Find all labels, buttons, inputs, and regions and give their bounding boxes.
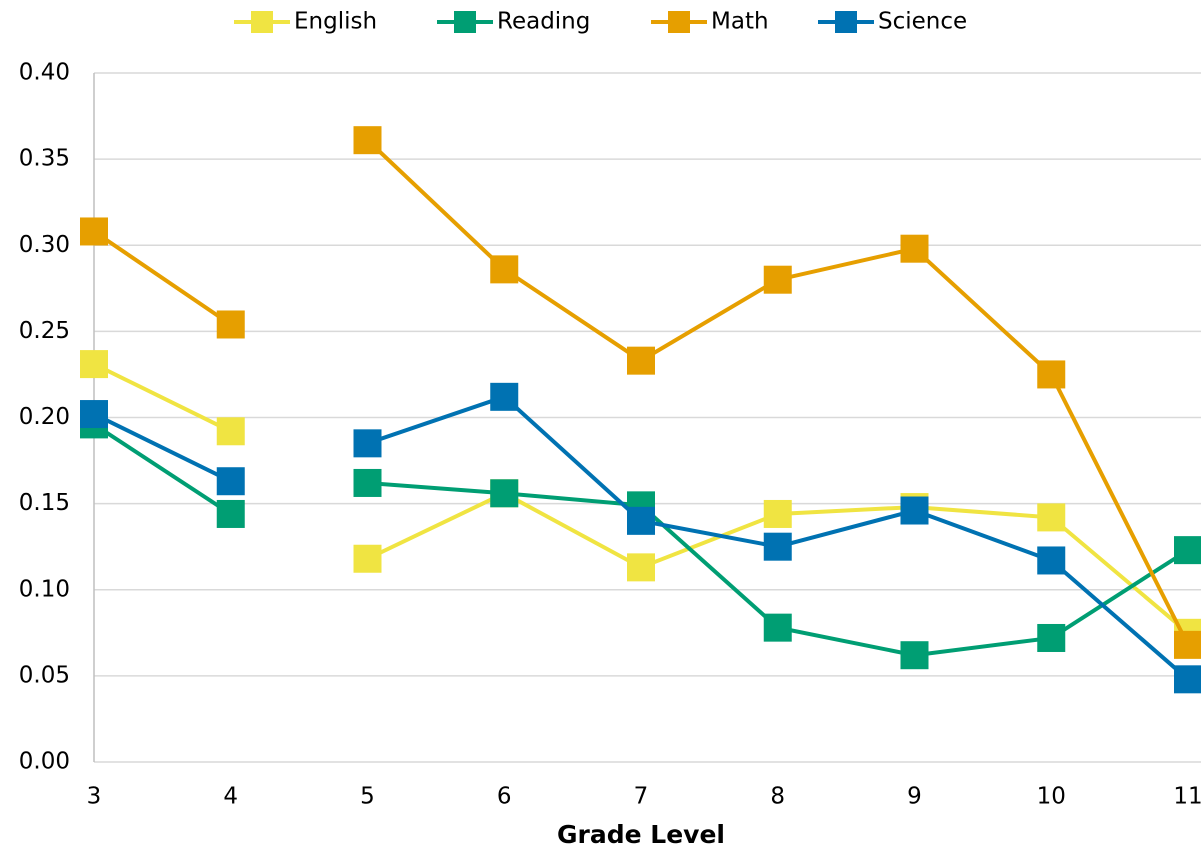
data-point [1174,630,1201,659]
series-line [93,412,232,484]
y-tick-label: 0.35 [19,146,70,172]
data-point [900,234,929,263]
data-point [80,217,108,246]
x-tick-label: 4 [223,784,238,810]
data-point [763,532,792,561]
data-point [900,496,929,525]
data-point [216,467,245,496]
data-point [490,479,519,508]
x-tick-label: 10 [1037,784,1066,810]
x-tick-label: 3 [87,784,102,810]
data-point [216,417,245,446]
y-tick-label: 0.25 [19,318,70,344]
legend-label: English [294,9,377,35]
legend-marker [251,11,273,33]
y-tick-label: 0.30 [19,232,70,258]
legend-marker [454,11,476,33]
y-tick-label: 0.10 [19,576,70,602]
data-point [1037,546,1066,575]
y-tick-label: 0.00 [19,749,70,775]
data-point [490,255,519,284]
data-point [1174,536,1201,565]
y-tick-label: 0.20 [19,404,70,430]
data-point [763,613,792,642]
series-line [92,422,232,516]
legend-label: Reading [497,9,590,35]
data-point [80,400,108,429]
data-point [627,506,655,535]
x-tick-label: 11 [1173,784,1201,810]
legend-marker [835,11,857,33]
data-point [80,350,108,379]
x-tick-label: 5 [360,784,375,810]
data-point [1037,360,1066,389]
data-point [216,310,245,339]
legend-label: Science [878,9,967,35]
data-point [353,544,382,573]
y-tick-label: 0.05 [19,662,70,688]
data-point [353,468,382,497]
data-point [1037,623,1066,652]
x-tick-label: 7 [634,784,649,810]
data-point [353,126,382,155]
data-point [763,265,792,294]
data-point [763,499,792,528]
x-tick-label: 9 [907,784,922,810]
series-line [92,229,232,327]
legend-label: Math [711,9,769,35]
data-point [900,641,929,670]
x-tick-label: 8 [770,784,785,810]
data-point [1174,665,1201,694]
y-tick-label: 0.15 [19,490,70,516]
data-point [353,429,382,458]
data-point [627,553,655,582]
x-tick-label: 6 [497,784,512,810]
data-point [627,346,655,375]
data-point [490,382,519,411]
series-line [93,362,232,434]
data-point [1037,503,1066,532]
data-point [216,499,245,528]
x-axis-title: Grade Level [557,820,725,849]
legend-marker [668,11,690,33]
y-tick-label: 0.40 [19,60,70,86]
